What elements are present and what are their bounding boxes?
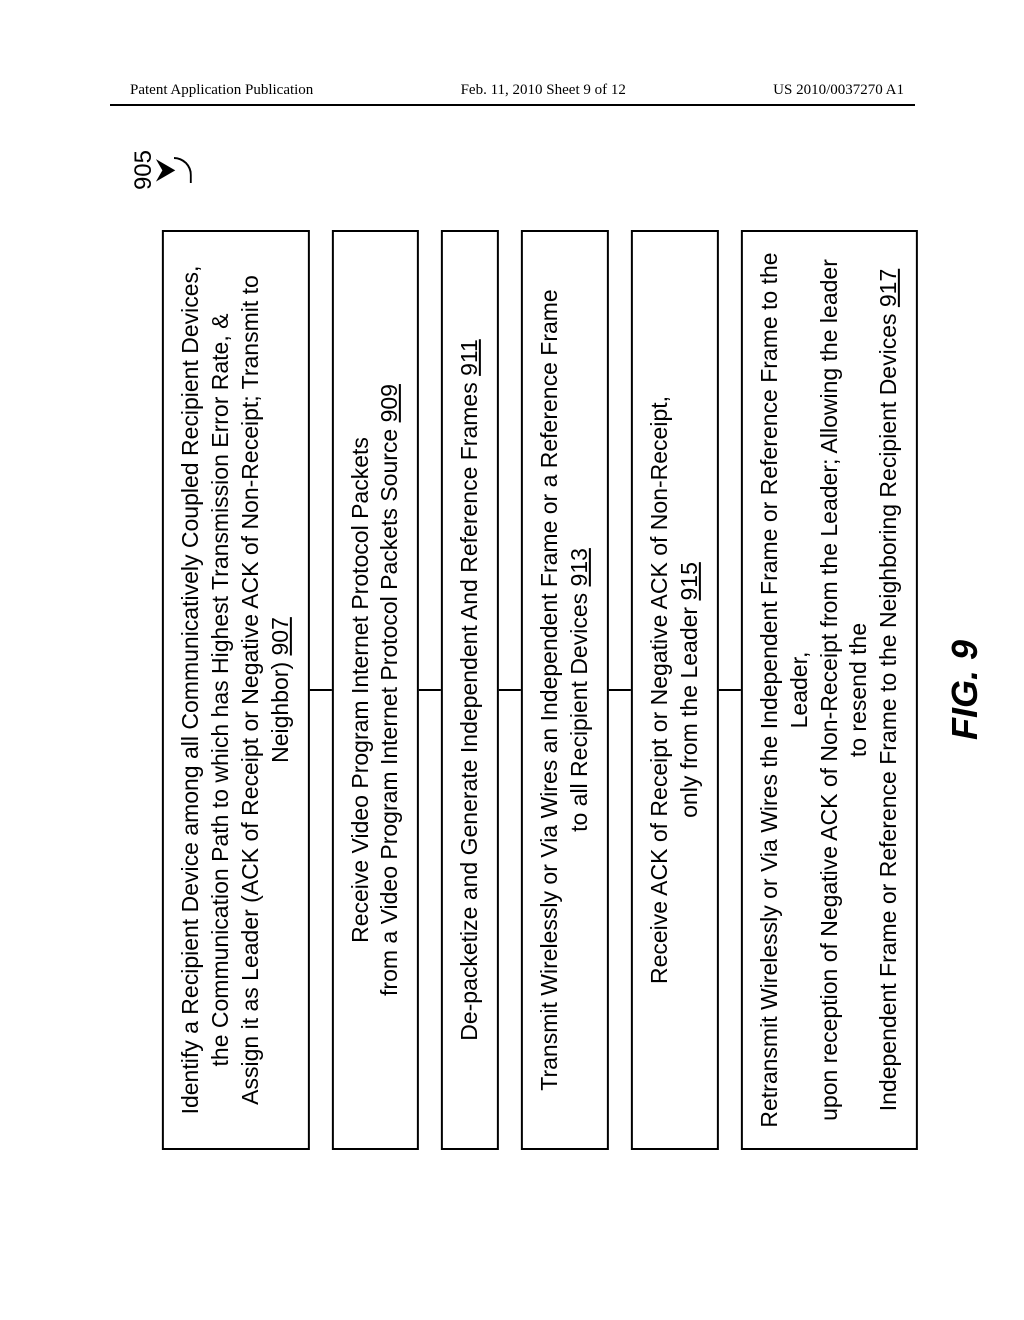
connector [499,689,521,691]
connector [309,689,331,691]
flow-step-915: Receive ACK of Receipt or Negative ACK o… [631,230,719,1150]
flowchart: 905 ⮟ Identify a Recipient Device among … [162,190,918,1190]
page-header: Patent Application Publication Feb. 11, … [0,82,1024,99]
step-line: upon reception of Negative ACK of Non-Re… [815,259,871,1121]
step-ref: 915 [676,562,702,600]
step-ref: 913 [566,548,592,586]
connector [419,689,441,691]
header-left: Patent Application Publication [130,82,313,99]
connector [609,689,631,691]
flow-step-907: Identify a Recipient Device among all Co… [162,230,310,1150]
step-line: Transmit Wirelessly or Via Wires an Inde… [536,289,562,1090]
figure-caption: FIG. 9 [944,640,986,740]
header-right: US 2010/0037270 A1 [773,82,904,99]
step-ref: 917 [875,269,901,307]
flow-step-913: Transmit Wirelessly or Via Wires an Inde… [521,230,609,1150]
header-divider [110,104,915,106]
flow-step-917: Retransmit Wirelessly or Via Wires the I… [741,230,918,1150]
step-ref: 909 [376,384,402,422]
step-line: Retransmit Wirelessly or Via Wires the I… [756,252,812,1127]
diagram-area: 905 ⮟ Identify a Recipient Device among … [10,340,1024,1040]
diagram-reference-number: 905 ⮟ [130,150,192,190]
step-line: the Communication Path to which has High… [207,314,233,1067]
step-line: only from the Leader [676,607,702,818]
step-line: from a Video Program Internet Protocol P… [376,429,402,996]
step-line: to all Recipient Devices [566,593,592,832]
step-line: Independent Frame or Reference Frame to … [875,314,901,1112]
step-line: Assign it as Leader (ACK of Receipt or N… [237,275,293,1105]
arrow-head-icon: ⮟ [156,158,176,182]
flow-step-909: Receive Video Program Internet Protocol … [331,230,419,1150]
page: Patent Application Publication Feb. 11, … [0,0,1024,1320]
flow-step-911: De-packetize and Generate Independent An… [441,230,499,1150]
step-line: Receive ACK of Receipt or Negative ACK o… [646,396,672,984]
step-line: Receive Video Program Internet Protocol … [346,437,372,943]
step-ref: 907 [267,617,293,655]
connector [719,689,741,691]
header-center: Feb. 11, 2010 Sheet 9 of 12 [461,82,626,99]
step-line: Identify a Recipient Device among all Co… [177,266,203,1115]
step-ref: 911 [456,339,482,376]
step-line: De-packetize and Generate Independent An… [456,382,482,1040]
